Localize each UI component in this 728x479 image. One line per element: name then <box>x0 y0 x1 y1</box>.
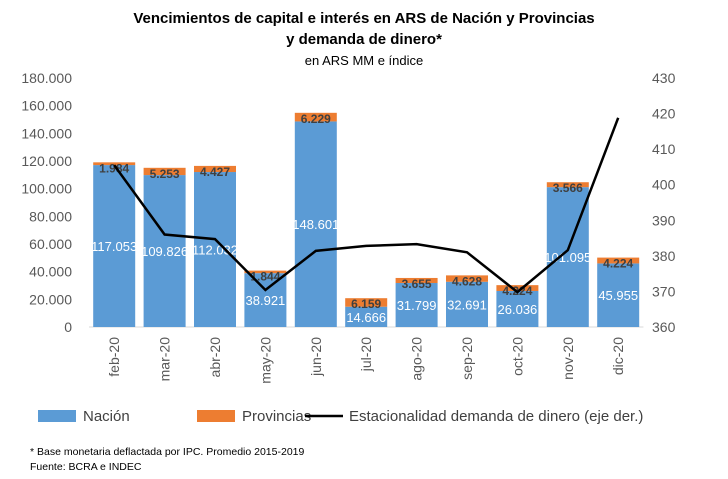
y-tick-label: 100.000 <box>21 181 72 197</box>
y2-tick-label: 380 <box>652 248 676 264</box>
data-label-nacion: 109.826 <box>141 244 188 259</box>
bar-provincias <box>194 165 236 173</box>
data-label-provincias: 6.159 <box>351 297 381 311</box>
bar-provincias <box>93 162 136 166</box>
bar-nacion <box>244 273 287 327</box>
data-label-provincias: 1.984 <box>99 161 129 175</box>
bar-nacion <box>496 290 539 327</box>
x-tick-label: feb-20 <box>106 337 122 377</box>
data-label-nacion: 112.032 <box>192 243 238 258</box>
y2-tick-label: 390 <box>652 212 676 228</box>
bar-nacion <box>446 281 488 327</box>
data-label-nacion: 26.036 <box>498 302 538 317</box>
x-tick-label: sep-20 <box>459 337 475 380</box>
line-estacionalidad <box>113 117 620 294</box>
data-label-provincias: 3.566 <box>553 181 583 195</box>
legend-swatch-nacion <box>38 410 76 422</box>
y-tick-label: 140.000 <box>21 125 72 141</box>
x-tick-label: nov-20 <box>560 337 576 380</box>
legend-label-provincias: Provincias <box>242 408 311 425</box>
x-tick-label: jun-20 <box>308 337 324 377</box>
chart-title-line2: y demanda de dinero* <box>286 31 442 48</box>
bar-provincias <box>446 275 488 282</box>
chart-title: Vencimientos de capital e interés en ARS… <box>133 10 595 27</box>
bar-provincias <box>496 285 539 291</box>
bar-nacion <box>395 283 438 327</box>
x-tick-label: dic-20 <box>610 337 626 375</box>
bar-provincias <box>244 270 287 274</box>
y-tick-label: 0 <box>64 319 72 335</box>
x-tick-label: oct-20 <box>509 337 525 376</box>
source-note: Fuente: BCRA e INDEC <box>30 461 142 473</box>
data-label-nacion: 38.921 <box>246 293 286 308</box>
y-tick-label: 40.000 <box>29 264 72 280</box>
bar-nacion <box>143 175 186 327</box>
bar-provincias <box>345 298 388 307</box>
legend-label-line: Estacionalidad demanda de dinero (eje de… <box>349 408 643 425</box>
y2-tick-label: 360 <box>652 319 676 335</box>
data-label-nacion: 148.601 <box>292 217 339 232</box>
bar-nacion <box>294 121 337 328</box>
bar-nacion <box>194 172 236 327</box>
x-tick-label: mar-20 <box>157 337 173 382</box>
legend-label-nacion: Nación <box>83 408 130 425</box>
y-tick-label: 120.000 <box>21 153 72 169</box>
data-label-nacion: 117.053 <box>91 239 137 254</box>
y-tick-label: 60.000 <box>29 236 72 252</box>
y2-tick-label: 400 <box>652 177 676 193</box>
x-tick-label: abr-20 <box>207 337 223 378</box>
bar-nacion <box>597 263 640 327</box>
bar-nacion <box>93 165 136 327</box>
data-label-nacion: 14.666 <box>346 310 386 325</box>
bar-provincias <box>597 257 640 264</box>
data-label-provincias: 1.844 <box>250 270 280 284</box>
bar-provincias <box>294 112 337 122</box>
y2-tick-label: 410 <box>652 141 676 157</box>
y2-tick-label: 370 <box>652 283 676 299</box>
x-tick-label: may-20 <box>257 337 273 384</box>
y2-tick-label: 420 <box>652 106 676 122</box>
bar-provincias <box>143 167 186 176</box>
data-label-nacion: 32.691 <box>447 297 487 312</box>
y-tick-label: 20.000 <box>29 291 72 307</box>
x-tick-label: jul-20 <box>358 337 374 372</box>
chart-subtitle: en ARS MM e índice <box>304 53 424 68</box>
data-label-provincias: 6.229 <box>301 112 331 126</box>
y-tick-label: 180.000 <box>21 70 72 86</box>
data-label-provincias: 5.253 <box>150 167 180 181</box>
data-label-nacion: 31.799 <box>397 298 437 313</box>
y-tick-label: 80.000 <box>29 208 72 224</box>
bar-provincias <box>546 182 589 188</box>
data-label-provincias: 3.655 <box>402 277 432 291</box>
data-label-provincias: 4.427 <box>200 165 230 179</box>
footnote: * Base monetaria deflactada por IPC. Pro… <box>30 446 305 458</box>
bar-provincias <box>395 277 438 284</box>
y-tick-label: 160.000 <box>21 98 72 114</box>
bar-nacion <box>345 306 388 327</box>
data-label-nacion: 45.955 <box>598 288 638 303</box>
y2-tick-label: 430 <box>652 70 676 86</box>
legend-swatch-provincias <box>197 410 235 422</box>
data-label-provincias: 4.224 <box>603 257 633 271</box>
x-tick-label: ago-20 <box>409 337 425 381</box>
data-label-provincias: 4.628 <box>452 274 482 288</box>
